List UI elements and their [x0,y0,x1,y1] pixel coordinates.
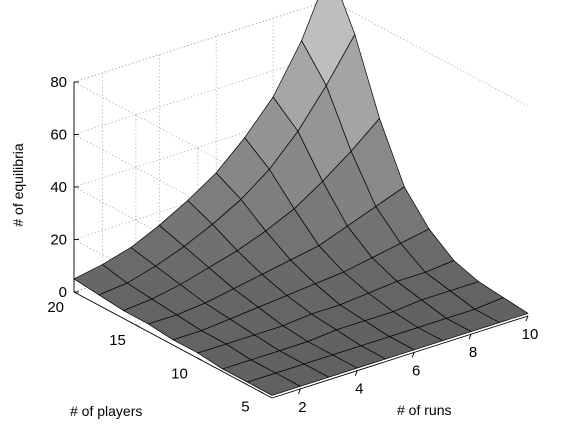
z-tick-label: 40 [50,179,67,196]
z-tick-label: 0 [59,284,67,301]
z-axis-label: # of equilibria [10,143,26,226]
y-axis-label: # of players [70,403,142,419]
surface-cell [301,0,356,86]
x-tick-mark [354,370,358,376]
y-tick-label: 20 [47,299,64,316]
axes [73,81,529,399]
x-tick-label: 2 [298,399,306,416]
surface [73,0,529,396]
y-tick-label: 10 [171,365,188,382]
x-tick-label: 4 [355,381,363,398]
grid-line [73,52,331,135]
y-axis-line [73,291,273,399]
y-tick-mark [135,324,141,328]
x-axis-line [271,315,529,399]
y-tick-mark [197,357,203,361]
z-tick-label: 20 [50,232,67,249]
y-tick-label: 5 [241,398,249,415]
grid-line [329,0,529,107]
grid-line [73,134,273,241]
grid-line [73,0,331,83]
y-tick-mark [73,291,79,295]
grid-line [73,81,273,189]
z-tick-label: 60 [50,127,67,144]
x-tick-mark [468,334,472,340]
z-tick-label: 80 [50,74,67,91]
x-tick-mark [411,352,415,358]
x-tick-mark [525,315,529,322]
x-axis-label: # of runs [397,402,451,418]
y-tick-mark [259,390,264,394]
y-tick-label: 15 [109,332,126,349]
x-tick-label: 10 [522,326,539,343]
x-tick-label: 8 [469,344,477,361]
x-tick-mark [297,388,301,395]
x-tick-label: 6 [412,362,420,379]
